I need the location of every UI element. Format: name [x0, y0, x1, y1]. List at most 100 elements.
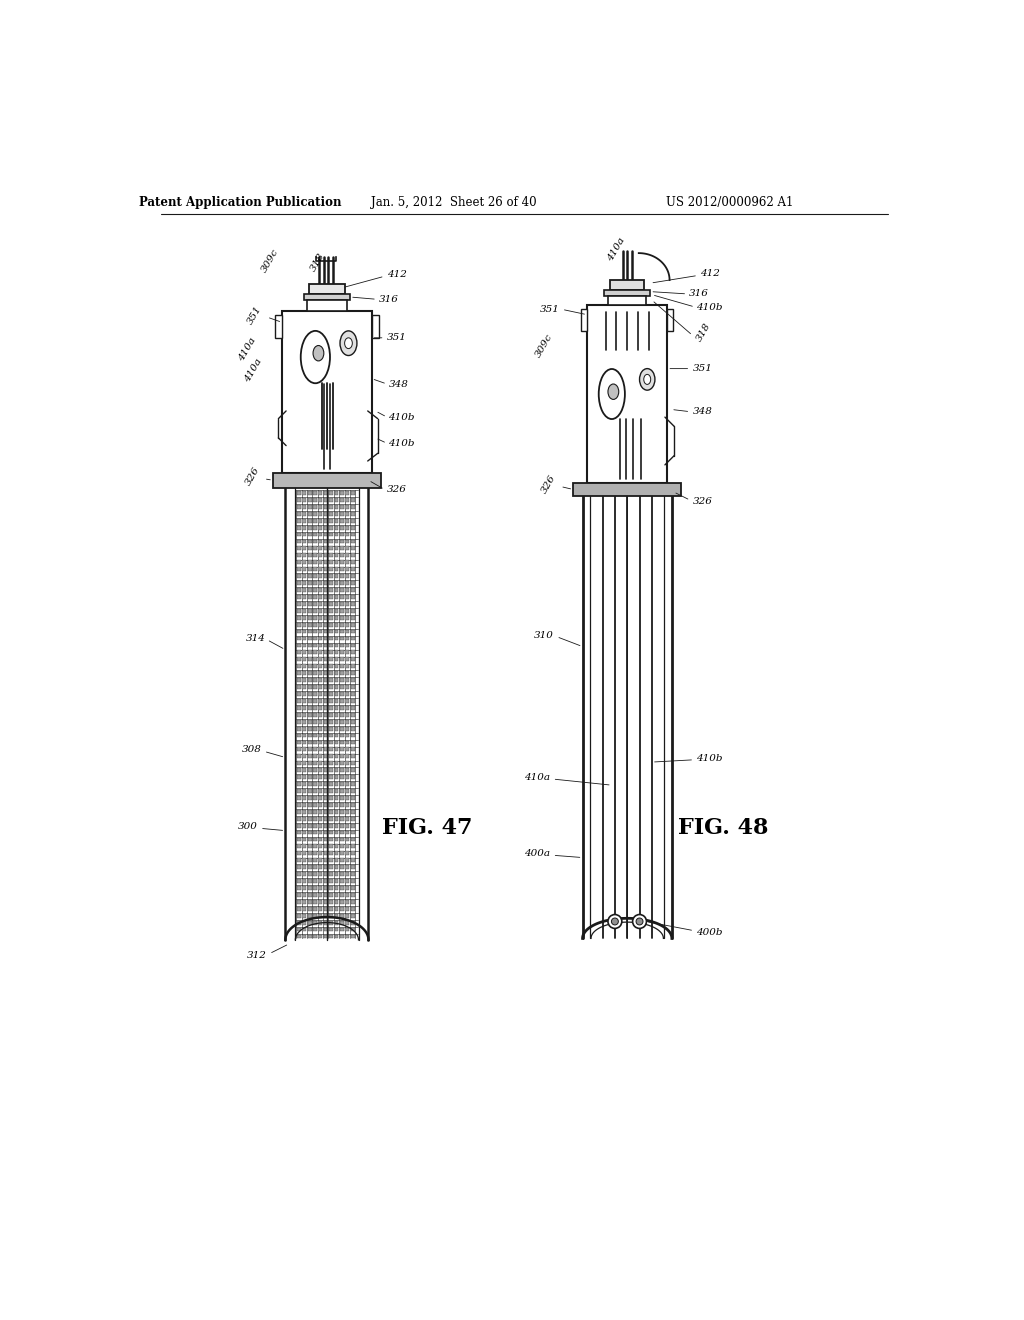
Bar	[345, 644, 349, 647]
Bar	[345, 692, 349, 696]
Bar	[307, 726, 311, 730]
Bar	[307, 935, 311, 939]
Bar	[340, 873, 344, 876]
Bar	[324, 755, 328, 758]
Bar	[313, 907, 316, 911]
Bar	[335, 664, 339, 668]
Bar	[335, 781, 339, 785]
Bar	[330, 651, 333, 655]
Bar	[313, 623, 316, 627]
Bar	[307, 525, 311, 529]
Bar	[307, 630, 311, 634]
Bar	[330, 706, 333, 710]
Bar	[302, 796, 306, 800]
Text: 348: 348	[692, 408, 713, 416]
Bar	[345, 623, 349, 627]
Bar	[335, 615, 339, 619]
Bar	[340, 803, 344, 807]
Bar	[330, 525, 333, 529]
Bar	[297, 747, 301, 751]
Bar	[302, 817, 306, 821]
Bar	[330, 775, 333, 779]
Bar	[307, 491, 311, 495]
Bar	[307, 928, 311, 932]
Bar	[335, 851, 339, 855]
Bar	[324, 879, 328, 883]
Bar	[307, 768, 311, 772]
Bar	[313, 845, 316, 849]
Bar	[309, 284, 345, 294]
Bar	[297, 644, 301, 647]
Bar	[324, 519, 328, 523]
Bar	[318, 630, 323, 634]
Bar	[345, 602, 349, 606]
Bar	[335, 512, 339, 516]
Bar	[318, 512, 323, 516]
Bar	[313, 540, 316, 544]
Bar	[302, 851, 306, 855]
Bar	[345, 657, 349, 661]
Bar	[351, 685, 354, 689]
Bar	[340, 506, 344, 508]
Bar	[335, 775, 339, 779]
Bar	[307, 879, 311, 883]
Bar	[302, 762, 306, 766]
Bar	[345, 734, 349, 738]
Bar	[324, 609, 328, 612]
Bar	[313, 741, 316, 744]
Bar	[345, 533, 349, 536]
Bar	[307, 775, 311, 779]
Bar	[324, 685, 328, 689]
Bar	[340, 810, 344, 813]
Bar	[324, 498, 328, 502]
Bar	[351, 803, 354, 807]
Bar	[351, 900, 354, 904]
Bar	[351, 928, 354, 932]
Bar	[318, 775, 323, 779]
Bar	[330, 623, 333, 627]
Bar	[302, 810, 306, 813]
Bar	[345, 540, 349, 544]
Bar	[351, 762, 354, 766]
Bar	[318, 858, 323, 862]
Bar	[302, 506, 306, 508]
Bar	[345, 519, 349, 523]
Bar	[297, 692, 301, 696]
Bar	[330, 851, 333, 855]
Bar	[330, 741, 333, 744]
Bar	[330, 907, 333, 911]
Bar	[318, 851, 323, 855]
Bar	[307, 540, 311, 544]
Bar	[297, 873, 301, 876]
Bar	[307, 664, 311, 668]
Bar	[313, 706, 316, 710]
Bar	[302, 615, 306, 619]
Bar	[302, 651, 306, 655]
Bar	[340, 879, 344, 883]
Bar	[351, 553, 354, 557]
Bar	[313, 900, 316, 904]
Bar	[345, 907, 349, 911]
Bar	[297, 851, 301, 855]
Bar	[297, 609, 301, 612]
Bar	[340, 581, 344, 585]
Bar	[324, 664, 328, 668]
Bar	[313, 824, 316, 828]
Bar	[340, 935, 344, 939]
Bar	[313, 935, 316, 939]
Bar	[302, 602, 306, 606]
Bar	[307, 921, 311, 924]
Bar	[324, 858, 328, 862]
Bar	[345, 651, 349, 655]
Bar	[307, 602, 311, 606]
Bar	[307, 506, 311, 508]
Bar	[335, 824, 339, 828]
Bar	[302, 560, 306, 564]
Bar	[297, 574, 301, 578]
Text: 400a: 400a	[524, 849, 550, 858]
Text: 318: 318	[309, 252, 327, 273]
Bar	[345, 546, 349, 550]
Bar	[302, 886, 306, 890]
Bar	[297, 602, 301, 606]
Bar	[307, 636, 311, 640]
